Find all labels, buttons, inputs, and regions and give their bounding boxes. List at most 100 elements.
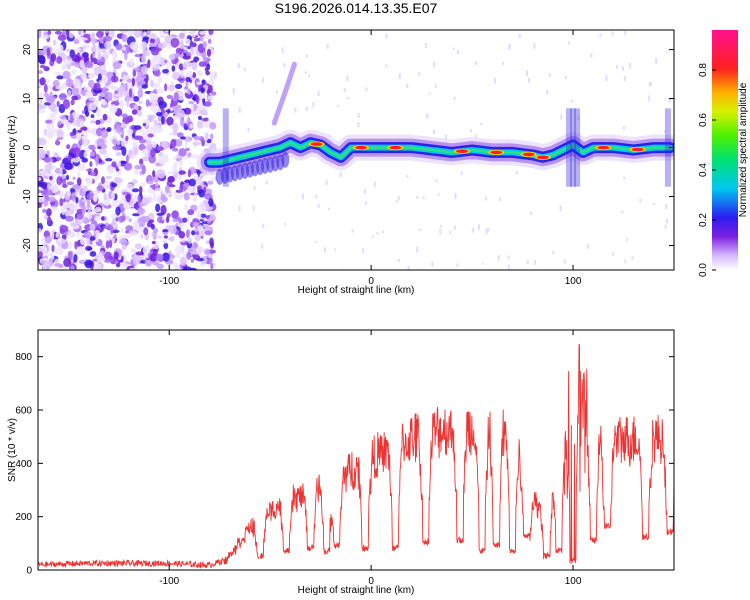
- stray-speck: [262, 223, 265, 229]
- noise-speckle: [50, 206, 58, 212]
- noise-speckle: [84, 60, 94, 69]
- noise-speckle: [100, 245, 105, 249]
- snr-y-tick-label: 600: [15, 406, 32, 417]
- noise-speckle: [198, 224, 203, 231]
- noise-speckle: [49, 175, 53, 181]
- noise-speckle: [57, 34, 67, 41]
- noise-speckle: [104, 30, 111, 33]
- noise-speckle: [133, 30, 142, 38]
- stray-speck: [560, 114, 563, 120]
- noise-speckle: [162, 252, 170, 262]
- noise-speckle: [111, 218, 116, 227]
- spectrogram-y-tick-label: 0: [22, 144, 33, 150]
- noise-speckle: [207, 38, 212, 44]
- noise-speckle: [136, 109, 143, 117]
- noise-speckle: [72, 78, 81, 89]
- noise-speckle: [119, 79, 123, 82]
- noise-speckle: [101, 176, 105, 185]
- noise-speckle: [55, 85, 63, 90]
- noise-speckle: [197, 115, 203, 121]
- stray-speck: [426, 116, 429, 119]
- noise-speckle: [67, 251, 73, 261]
- stray-speck: [253, 186, 256, 190]
- stray-speck: [406, 83, 409, 89]
- spectrogram-y-tick-label: -10: [22, 189, 33, 204]
- noise-speckle: [61, 175, 66, 179]
- noise-speckle: [67, 230, 75, 238]
- noise-speckle: [82, 185, 88, 193]
- noise-speckle: [87, 200, 91, 208]
- noise-speckle: [62, 99, 70, 110]
- noise-speckle: [120, 215, 126, 222]
- noise-speckle: [123, 240, 130, 246]
- noise-speckle: [90, 171, 96, 177]
- noise-speckle: [148, 42, 157, 47]
- noise-speckle: [150, 102, 157, 112]
- broadband-spike: [222, 108, 229, 187]
- noise-speckle: [62, 184, 68, 188]
- noise-speckle: [163, 240, 167, 244]
- noise-speckle: [47, 30, 52, 35]
- noise-speckle: [51, 244, 55, 253]
- stray-speck: [397, 258, 400, 263]
- noise-speckle: [166, 216, 170, 224]
- noise-speckle: [190, 46, 194, 55]
- noise-speckle: [92, 208, 96, 215]
- stray-speck: [611, 31, 614, 37]
- noise-speckle: [96, 185, 104, 191]
- noise-speckle: [163, 235, 168, 239]
- noise-speckle: [168, 84, 176, 92]
- noise-speckle: [202, 199, 209, 204]
- noise-speckle: [38, 70, 44, 74]
- noise-speckle: [149, 91, 154, 102]
- noise-speckle: [203, 34, 212, 40]
- noise-speckle: [46, 183, 51, 190]
- noise-speckle: [95, 119, 101, 126]
- noise-speckle: [151, 240, 156, 245]
- noise-speckle: [148, 194, 152, 203]
- noise-speckle: [160, 193, 166, 202]
- stray-speck: [624, 30, 627, 36]
- noise-speckle: [156, 146, 164, 151]
- noise-speckle: [81, 208, 86, 216]
- noise-speckle: [100, 69, 107, 76]
- stray-speck: [655, 58, 658, 64]
- stray-speck: [373, 181, 376, 188]
- stray-speck: [454, 192, 457, 199]
- stray-speck: [416, 196, 419, 199]
- noise-speckle: [42, 208, 47, 213]
- noise-speckle: [46, 96, 56, 104]
- stray-speck: [365, 201, 368, 205]
- noise-speckle: [182, 61, 190, 69]
- stray-speck: [577, 115, 580, 120]
- snr-x-axis-label: Height of straight line (km): [298, 585, 415, 596]
- stray-speck: [546, 89, 549, 95]
- noise-speckle: [44, 163, 52, 173]
- stray-speck: [563, 259, 566, 264]
- stray-speck: [214, 72, 217, 78]
- stray-speck: [526, 260, 529, 264]
- noise-speckle: [175, 245, 184, 255]
- noise-speckle: [156, 235, 163, 239]
- stray-speck: [612, 252, 615, 256]
- stray-speck: [487, 227, 490, 232]
- stray-speck: [526, 70, 528, 77]
- stray-speck: [481, 262, 484, 265]
- spread-blob: [281, 151, 290, 168]
- noise-speckle: [67, 154, 72, 162]
- stray-speck: [305, 54, 308, 58]
- noise-speckle: [188, 178, 196, 187]
- noise-speckle: [44, 246, 48, 256]
- noise-speckle: [199, 36, 204, 42]
- noise-speckle: [150, 47, 160, 56]
- noise-speckle: [209, 133, 214, 140]
- noise-speckle: [129, 198, 134, 206]
- noise-speckle: [171, 65, 176, 72]
- noise-speckle: [49, 189, 53, 196]
- stray-speck: [460, 171, 463, 176]
- noise-speckle: [56, 156, 62, 161]
- noise-speckle: [61, 64, 67, 71]
- noise-speckle: [142, 245, 149, 256]
- spectrogram-panel: S196.2026.014.13.35.E07 -100 0 100-20-1001…: [7, 0, 675, 296]
- noise-speckle: [149, 37, 156, 44]
